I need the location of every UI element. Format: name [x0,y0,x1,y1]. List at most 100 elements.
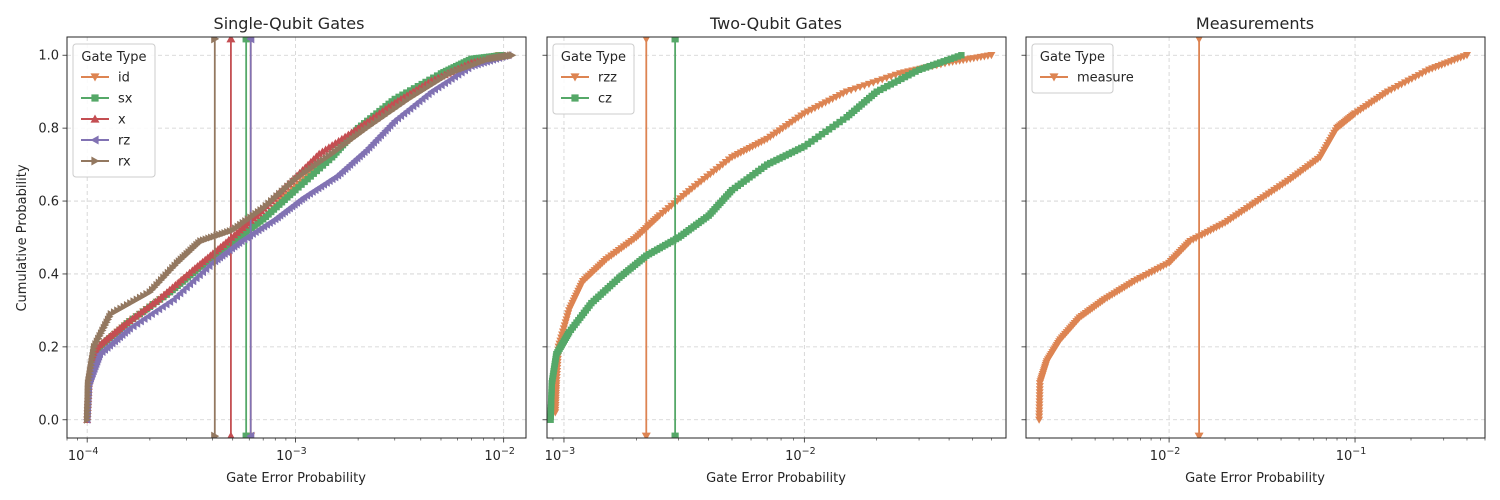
legend-item-measure: measure [1040,71,1134,86]
x-tick-label: 10−3 [545,446,576,464]
square-marker-icon [671,432,679,438]
data-point [318,147,327,155]
legend: Gate Type measure [1031,43,1134,94]
panel-measurements: Measurements Gate Error Probability 10−2… [1021,14,1486,486]
square-marker-icon [671,37,679,43]
x-ticks: 10−2 10−1 [1150,438,1367,464]
y-tick-label: 0.4 [38,267,59,282]
data-point [864,80,873,89]
triangle-down-marker-icon [570,73,580,82]
panel-title: Single-Qubit Gates [214,14,365,33]
x-tick-label: 10−2 [484,446,515,464]
data-point [869,79,878,87]
triangle-up-marker-icon [90,114,100,123]
data-point [878,76,887,84]
data-point [987,52,996,60]
data-point [958,52,965,59]
axes-frame [1025,36,1486,439]
data-point [873,77,882,86]
data-point [847,86,856,95]
legend-label: measure [1077,71,1134,86]
data-point [1462,52,1471,60]
legend-item-rzz: rzz [561,71,617,86]
plot-area [83,37,517,438]
triangle-left-marker-icon [246,37,255,44]
y-tick-label: 0.2 [38,340,59,355]
series-rx [83,37,517,438]
legend-label: id [118,71,130,86]
legend-title: Gate Type [1040,50,1105,65]
data-point [882,74,891,83]
legend: Gate Type id sx x rz rx [72,43,156,178]
triangle-down-marker-icon [642,37,650,44]
panel-single-qubit-gates: Single-Qubit Gates Gate Error Probabilit… [38,14,527,486]
legend-frame [1031,43,1114,94]
triangle-down-marker-icon [90,73,100,82]
grid [1026,37,1485,438]
x-ticks: 10−4 10−3 10−2 [68,438,515,464]
x-tick-label: 10−2 [785,446,816,464]
legend-title: Gate Type [81,50,146,65]
y-ticks: 0.0 0.2 0.4 0.6 0.8 1.0 [38,49,67,428]
triangle-right-marker-icon [91,156,100,166]
y-ticks [1021,54,1026,421]
x-axis-label: Gate Error Probability [706,471,846,486]
x-ticks: 10−3 10−2 [545,438,816,464]
triangle-down-marker-icon [1194,432,1204,438]
data-point [315,149,324,157]
data-point [321,145,330,153]
triangle-up-marker-icon [226,37,236,43]
plot-area [547,37,996,438]
x-axis-label: Gate Error Probability [1185,471,1325,486]
data-point [856,83,865,92]
x-tick-label: 10−4 [68,446,99,464]
y-tick-label: 0.8 [38,122,59,137]
triangle-down-marker-icon [641,432,651,438]
y-ticks [542,54,547,421]
triangle-right-marker-icon [211,37,220,44]
square-marker-icon [91,94,99,102]
x-tick-label: 10−3 [276,446,307,464]
cdf-line [1038,54,1468,420]
axes-frame [66,36,527,439]
square-marker-icon [571,94,579,102]
legend-title: Gate Type [561,50,626,65]
x-tick-label: 10−1 [1336,446,1367,464]
y-tick-label: 0.6 [38,195,59,210]
series-measure [1035,37,1471,438]
data-point [509,51,517,60]
triangle-down-marker-icon [1049,73,1059,82]
legend-label: rzz [598,71,617,86]
data-point [891,71,900,79]
y-tick-label: 0.0 [38,413,59,428]
y-tick-label: 1.0 [38,49,59,64]
triangle-left-marker-icon [90,135,99,145]
legend-label: sx [118,92,133,107]
triangle-up-marker-icon [227,431,235,438]
data-point [860,82,869,90]
data-point [328,141,337,149]
legend-item-id: id [81,71,130,86]
data-point [842,88,851,96]
series-cz [547,37,965,438]
panel-title: Two-Qubit Gates [709,14,842,33]
legend-label: x [118,113,126,128]
x-axis-label: Gate Error Probability [226,471,366,486]
data-point [331,139,340,147]
legend-label: cz [598,92,612,107]
series-rz [83,37,512,438]
triangle-left-marker-icon [246,431,255,438]
panel-two-qubit-gates: Two-Qubit Gates Gate Error Probability 1… [542,14,1007,486]
legend-item-x: x [81,113,126,128]
axes-frame [546,36,1007,439]
legend: Gate Type rzz cz [552,43,635,115]
triangle-right-marker-icon [211,431,220,438]
series-rzz [551,37,996,438]
legend-label: rz [118,134,130,149]
plot-area [1035,37,1471,438]
data-point [324,143,333,151]
legend-label: rx [118,155,131,170]
panel-title: Measurements [1196,14,1314,33]
legend-item-sx: sx [81,92,133,107]
